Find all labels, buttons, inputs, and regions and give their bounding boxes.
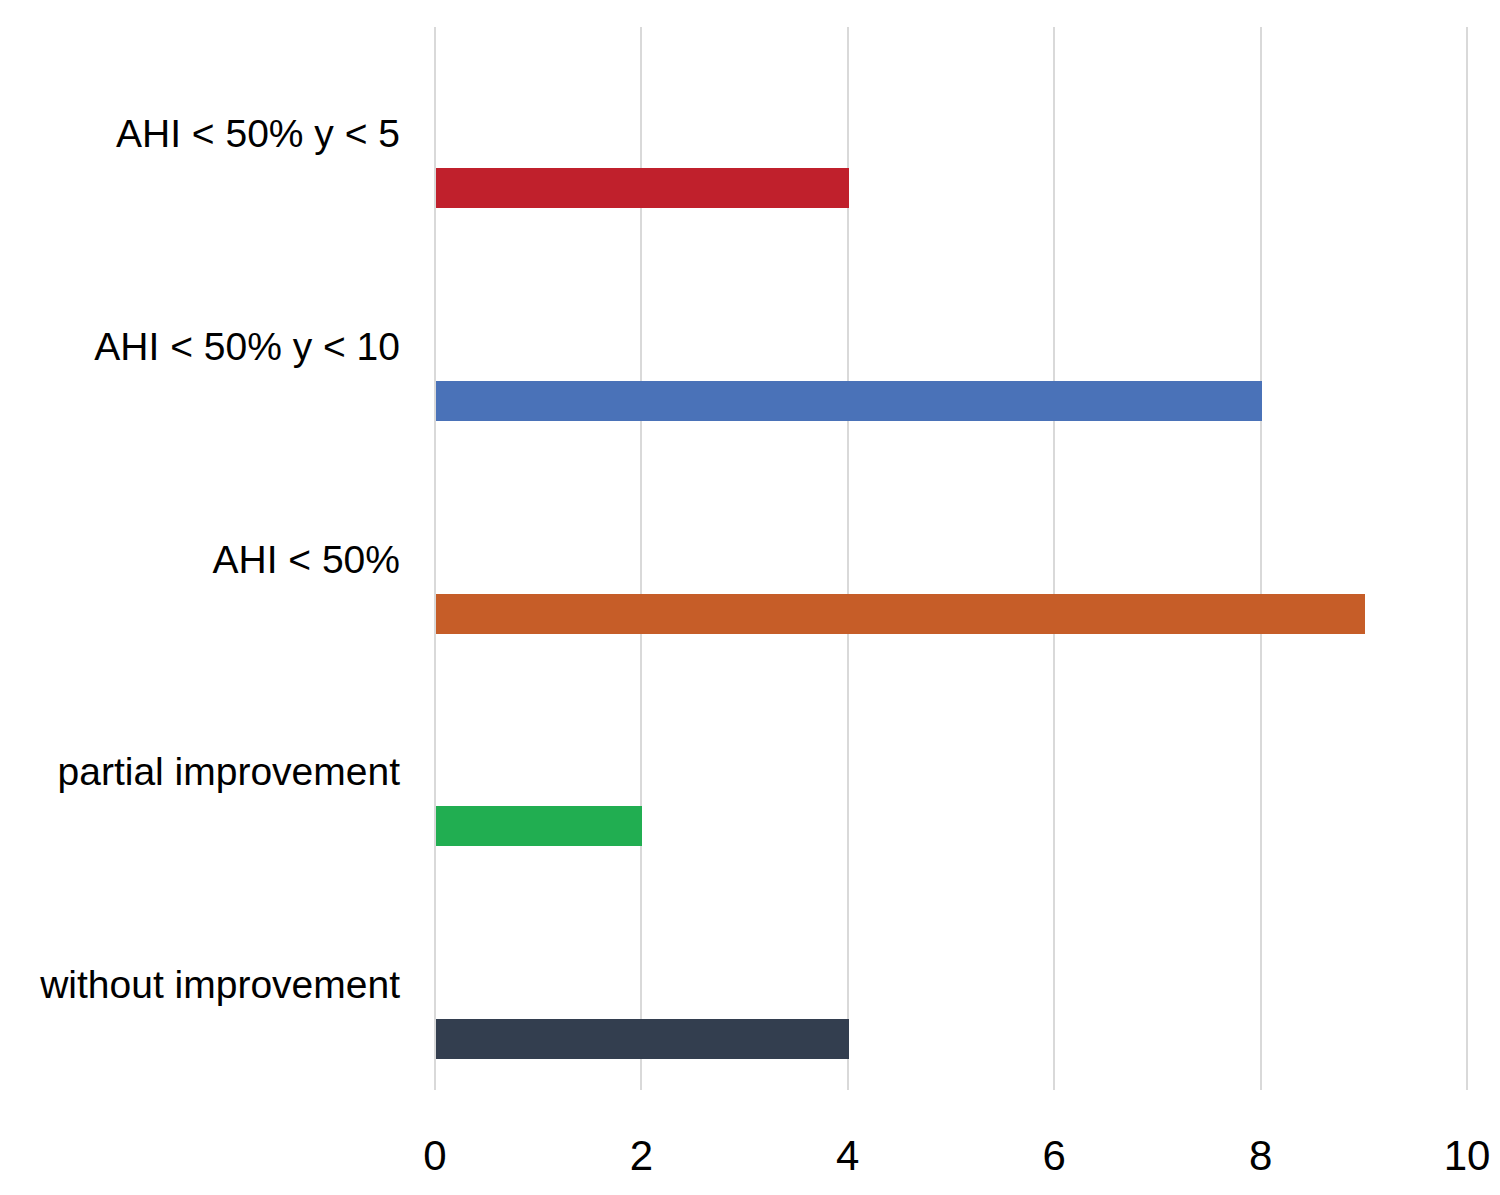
gridline-x-10 (1466, 27, 1468, 1090)
category-label: partial improvement (0, 752, 400, 791)
bar-3 (436, 806, 642, 846)
category-label: AHI < 50% (0, 539, 400, 578)
x-axis-tick-label: 8 (1249, 1135, 1272, 1177)
category-label: AHI < 50% y < 10 (0, 326, 400, 365)
category-label: without improvement (0, 964, 400, 1003)
bar-2 (436, 594, 1365, 634)
bar-1 (436, 381, 1262, 421)
x-axis-tick-label: 10 (1444, 1135, 1491, 1177)
gridline-x-8 (1260, 27, 1262, 1090)
gridline-x-6 (1053, 27, 1055, 1090)
x-axis-tick-label: 0 (423, 1135, 446, 1177)
x-axis-tick-label: 4 (836, 1135, 859, 1177)
bar-0 (436, 168, 849, 208)
category-label: AHI < 50% y < 5 (0, 114, 400, 153)
horizontal-bar-chart: 0 2 4 6 8 10 AHI < 50% y < 5 AHI < 50% y < 10 AH… (0, 0, 1500, 1195)
x-axis-tick-label: 2 (630, 1135, 653, 1177)
bar-4 (436, 1019, 849, 1059)
x-axis-tick-label: 6 (1043, 1135, 1066, 1177)
